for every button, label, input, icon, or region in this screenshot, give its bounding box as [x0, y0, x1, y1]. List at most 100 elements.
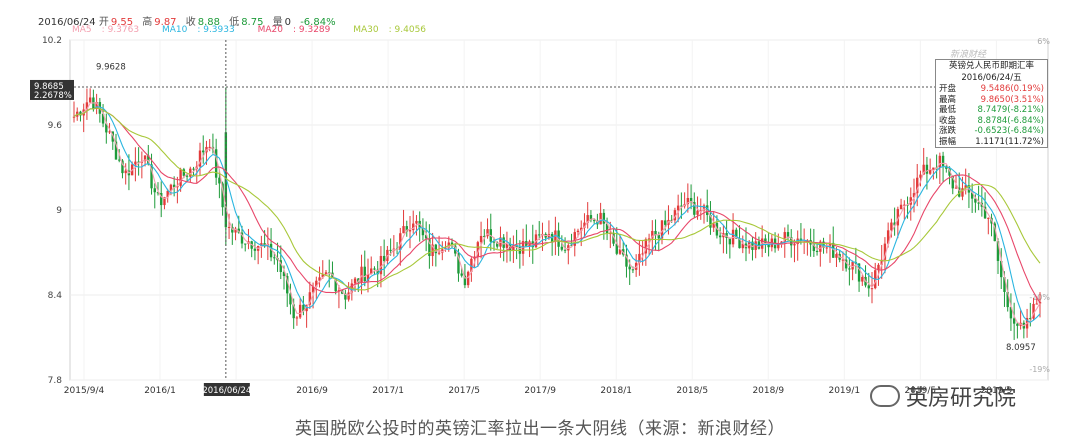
- candle-body: [344, 293, 347, 300]
- candle-body: [88, 97, 92, 103]
- candle: [88, 88, 92, 104]
- candle: [227, 213, 231, 240]
- candle-body: [925, 164, 929, 174]
- candle-body: [95, 102, 98, 109]
- candle: [864, 265, 867, 288]
- candle-body: [832, 242, 835, 258]
- candle-body: [922, 164, 925, 175]
- candle: [1006, 279, 1009, 312]
- candle: [680, 192, 683, 219]
- candle-body: [143, 155, 147, 162]
- candle-body: [163, 197, 166, 206]
- high-label: 高: [142, 17, 153, 28]
- candle: [302, 295, 305, 316]
- candle: [909, 187, 912, 221]
- candle-body: [137, 161, 140, 163]
- candle-body: [618, 249, 622, 254]
- info-box: 英镑兑人民币即期汇率 2016/06/24/五 开盘 9.5486(0.19%) 最…: [935, 59, 1048, 148]
- candle: [706, 189, 709, 222]
- candle-body: [615, 243, 618, 254]
- candle-body: [192, 168, 195, 170]
- close-value: 8.88: [197, 17, 220, 28]
- candle-body: [234, 228, 237, 233]
- info-row-value: 8.8784(-6.84%): [977, 115, 1044, 126]
- candle-body: [961, 188, 964, 197]
- candle-body: [651, 230, 654, 239]
- candle-body: [783, 232, 786, 242]
- close-label: 收: [185, 17, 196, 28]
- candle: [990, 213, 993, 237]
- candle-body: [483, 235, 486, 237]
- candle: [977, 185, 980, 211]
- candle-body: [321, 274, 324, 278]
- candle: [389, 238, 392, 256]
- candle: [832, 226, 835, 258]
- candle: [405, 220, 408, 237]
- candle-body: [486, 229, 489, 237]
- candle-body: [670, 219, 673, 221]
- candle-body: [602, 212, 606, 224]
- candle: [567, 242, 570, 265]
- candle-body: [279, 260, 282, 272]
- candle-body: [118, 159, 121, 161]
- candle: [1012, 302, 1016, 340]
- candle-body: [324, 272, 328, 275]
- candle: [408, 216, 412, 249]
- candle-body: [583, 222, 586, 228]
- candle-body: [1003, 277, 1006, 292]
- candle-body: [108, 131, 111, 133]
- high-value: 9.87: [154, 17, 177, 28]
- x-tick-label: 2019/1: [828, 386, 860, 396]
- candle-body: [728, 237, 732, 245]
- candle: [176, 176, 179, 204]
- candle-body: [893, 222, 896, 226]
- candle-body: [970, 192, 974, 199]
- candle-body: [996, 241, 1000, 261]
- candle-body: [586, 215, 589, 223]
- candle-body: [363, 266, 366, 282]
- ma-legend: MA5: 9.3763 MA10: 9.3933 MA20: 9.3289 MA…: [72, 25, 446, 35]
- open-label: 开: [98, 17, 109, 28]
- candle-body: [202, 150, 205, 153]
- candle-body: [1035, 303, 1038, 305]
- candle: [486, 218, 489, 239]
- candle-body: [819, 241, 822, 252]
- candle-body: [870, 288, 874, 290]
- candle: [738, 225, 741, 249]
- x-tick-label: 2017/1: [372, 386, 404, 396]
- candle: [1009, 293, 1013, 331]
- candle-body: [315, 280, 318, 287]
- candle-body: [105, 123, 108, 133]
- candle: [754, 232, 757, 259]
- candle-body: [298, 304, 302, 318]
- open-value: 9.55: [110, 17, 134, 28]
- x-tick-label: 2017/5: [448, 386, 480, 396]
- candle-body: [1000, 260, 1003, 278]
- wechat-icon: [870, 385, 900, 407]
- candle-body: [286, 276, 289, 294]
- candle: [289, 283, 292, 315]
- candle-body: [198, 150, 202, 167]
- candle: [273, 252, 276, 265]
- change-value: -6.84%: [300, 17, 336, 28]
- x-tick-label: 2018/5: [676, 386, 708, 396]
- candle-body: [744, 243, 748, 249]
- candle: [1019, 310, 1022, 330]
- candle: [928, 158, 932, 176]
- right-tick-label: -19%: [1029, 365, 1050, 374]
- candle: [550, 231, 554, 256]
- candle: [970, 183, 974, 213]
- candle-body: [625, 254, 628, 267]
- candle-body: [883, 243, 887, 260]
- candle: [428, 224, 431, 269]
- crosshair-date: 2016/06/24: [202, 386, 251, 396]
- ma30-name: MA30: [353, 25, 379, 35]
- candle: [266, 227, 270, 261]
- candle: [547, 220, 551, 240]
- candle-body: [376, 269, 379, 275]
- candle: [851, 260, 854, 281]
- candle: [298, 298, 302, 319]
- candle-body: [492, 241, 496, 243]
